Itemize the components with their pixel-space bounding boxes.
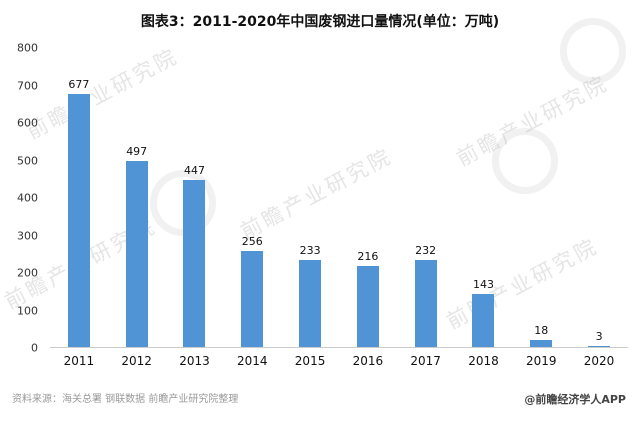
bar-chart: 0 100 200 300 400 500 600 700 800 677 2011 497 2012… <box>10 42 630 368</box>
source-note: 资料来源：海关总署 钢联数据 前瞻产业研究院整理 <box>12 394 239 405</box>
x-axis-category-label: 2013 <box>179 354 210 368</box>
bar-slot: 18 2019 <box>512 48 570 368</box>
bar-value-label: 3 <box>595 329 603 343</box>
app-credit: @前瞻经济学人APP <box>524 393 626 406</box>
x-axis-category-label: 2015 <box>294 354 326 368</box>
bar-slot: 232 2017 <box>397 48 455 368</box>
bar-value-label: 18 <box>534 324 549 338</box>
y-axis-tick-label: 300 <box>17 229 38 242</box>
bar <box>588 345 611 347</box>
bar <box>472 293 495 347</box>
bar <box>414 260 437 347</box>
bar-value-label: 256 <box>241 235 263 249</box>
bar <box>67 93 90 347</box>
bar-value-label: 497 <box>126 145 148 159</box>
y-axis-tick-label: 100 <box>17 304 38 317</box>
x-axis-category-label: 2014 <box>237 354 268 368</box>
bar <box>183 179 206 347</box>
bar-slot: 143 2018 <box>455 48 513 368</box>
bar-value-label: 233 <box>299 243 321 257</box>
x-axis-category-label: 2018 <box>468 354 499 368</box>
y-axis-tick-label: 500 <box>17 154 38 167</box>
bar-slot: 233 2015 <box>281 48 339 368</box>
bar-slot: 447 2013 <box>166 48 224 368</box>
y-axis-tick-label: 800 <box>17 41 38 55</box>
bar-slot: 497 2012 <box>108 48 166 368</box>
bar <box>299 259 322 347</box>
y-axis-tick-label: 700 <box>17 79 38 92</box>
bar-value-label: 216 <box>357 250 379 264</box>
bar-slot: 677 2011 <box>50 48 108 368</box>
bar-value-label: 447 <box>183 163 205 177</box>
x-axis-category-label: 2011 <box>63 354 95 368</box>
x-axis-category-label: 2020 <box>583 354 615 368</box>
x-axis-category-label: 2019 <box>525 354 557 368</box>
y-axis-tick-label: 200 <box>17 266 38 280</box>
bar-value-label: 143 <box>472 277 494 291</box>
bar-slot: 256 2014 <box>223 48 281 368</box>
y-axis-tick-label: 0 <box>31 341 38 355</box>
bar-slot: 216 2016 <box>339 48 397 368</box>
bar-slot: 3 2020 <box>570 48 628 368</box>
y-axis: 0 100 200 300 400 500 600 700 800 <box>10 42 44 355</box>
y-axis-tick-label: 600 <box>17 116 38 130</box>
bar <box>356 266 379 347</box>
bar <box>125 161 148 347</box>
x-axis-category-label: 2012 <box>121 354 152 368</box>
y-axis-tick-label: 400 <box>17 191 38 205</box>
bar-value-label: 232 <box>415 244 437 258</box>
plot-area: 677 2011 497 2012 447 2013 256 2014 233 2015 216 20… <box>50 48 628 368</box>
x-axis-category-label: 2017 <box>410 354 441 368</box>
bar <box>530 340 553 347</box>
x-axis-category-label: 2016 <box>352 354 384 368</box>
bar-value-label: 677 <box>68 77 90 91</box>
bar <box>241 251 264 347</box>
chart-title: 图表3：2011-2020年中国废钢进口量情况(单位：万吨) <box>140 14 500 30</box>
